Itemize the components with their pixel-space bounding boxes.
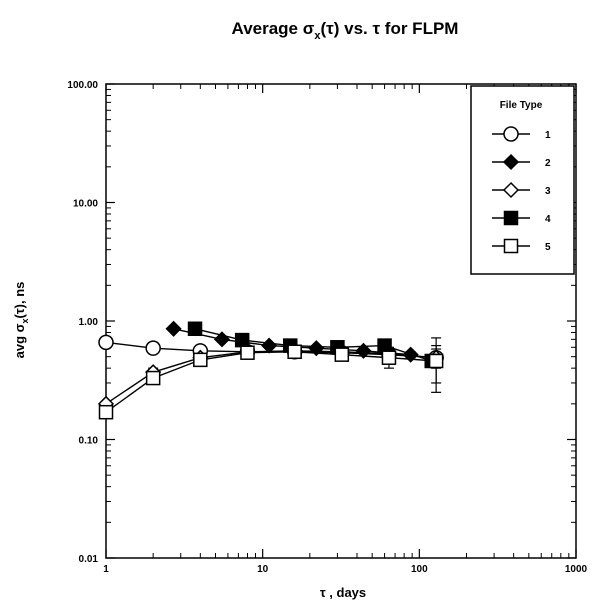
series-4-point bbox=[377, 338, 392, 353]
legend-title: File Type bbox=[500, 100, 543, 111]
legend-marker-4 bbox=[503, 210, 519, 226]
legend-box bbox=[470, 85, 575, 275]
series-5-point bbox=[287, 344, 302, 360]
series-2-point bbox=[261, 337, 278, 354]
y-tick-label: 0.10 bbox=[79, 436, 99, 447]
legend-items: 1 2 3 4 5 bbox=[492, 126, 551, 254]
point-layer bbox=[97, 320, 445, 420]
chart-title: Average σx(τ) vs. τ for FLPM bbox=[232, 19, 459, 42]
series-2-point bbox=[308, 340, 325, 357]
x-tick-label: 1000 bbox=[565, 564, 588, 575]
series-1-point bbox=[145, 340, 161, 356]
y-tick-label: 10.00 bbox=[73, 199, 98, 210]
legend-entry-5: 5 bbox=[492, 238, 551, 254]
y-axis-label: avg σx(τ), ns bbox=[12, 282, 30, 359]
y-tick-label: 0.01 bbox=[79, 554, 99, 565]
legend-entry-4: 4 bbox=[492, 210, 551, 226]
y-tick-label: 1.00 bbox=[79, 317, 99, 328]
legend-label-2: 2 bbox=[545, 158, 551, 169]
legend-marker-5 bbox=[503, 238, 519, 254]
series-5-line bbox=[105, 351, 437, 413]
series-4-point bbox=[234, 332, 250, 348]
legend-label-3: 3 bbox=[545, 186, 551, 197]
legend: File Type 1 2 3 4 5 bbox=[470, 85, 575, 275]
legend-label-1: 1 bbox=[545, 130, 551, 141]
series-1-point bbox=[98, 334, 114, 351]
legend-label-4: 4 bbox=[545, 214, 551, 225]
series-5-point bbox=[428, 353, 444, 369]
series-2-point bbox=[402, 346, 419, 363]
legend-entry-3: 3 bbox=[492, 181, 551, 199]
series-2-point bbox=[355, 342, 372, 359]
series-5-point bbox=[381, 350, 397, 365]
legend-marker-2 bbox=[502, 153, 520, 171]
series-5-point bbox=[98, 404, 114, 420]
legend-entry-1: 1 bbox=[492, 126, 551, 142]
x-axis-label: τ , days bbox=[320, 585, 366, 600]
y-tick-label: 100.00 bbox=[67, 80, 98, 91]
legend-marker-3 bbox=[502, 181, 520, 199]
series-4-point bbox=[187, 321, 203, 337]
series-5-point bbox=[193, 352, 208, 368]
series-5-point bbox=[240, 345, 255, 360]
legend-entry-2: 2 bbox=[492, 153, 551, 171]
series-2-point bbox=[213, 331, 231, 348]
series-2-point bbox=[165, 320, 182, 337]
series-5-point bbox=[145, 370, 161, 386]
x-tick-label: 10 bbox=[257, 564, 269, 575]
legend-label-5: 5 bbox=[545, 242, 551, 253]
legend-marker-1 bbox=[503, 126, 519, 142]
x-tick-label: 100 bbox=[411, 564, 428, 575]
series-5-point bbox=[334, 347, 350, 362]
tick-layer: 1 10 100 1000 0.01 0.10 1.00 10.00 100.00 bbox=[67, 80, 587, 575]
x-tick-label: 1 bbox=[103, 564, 109, 575]
